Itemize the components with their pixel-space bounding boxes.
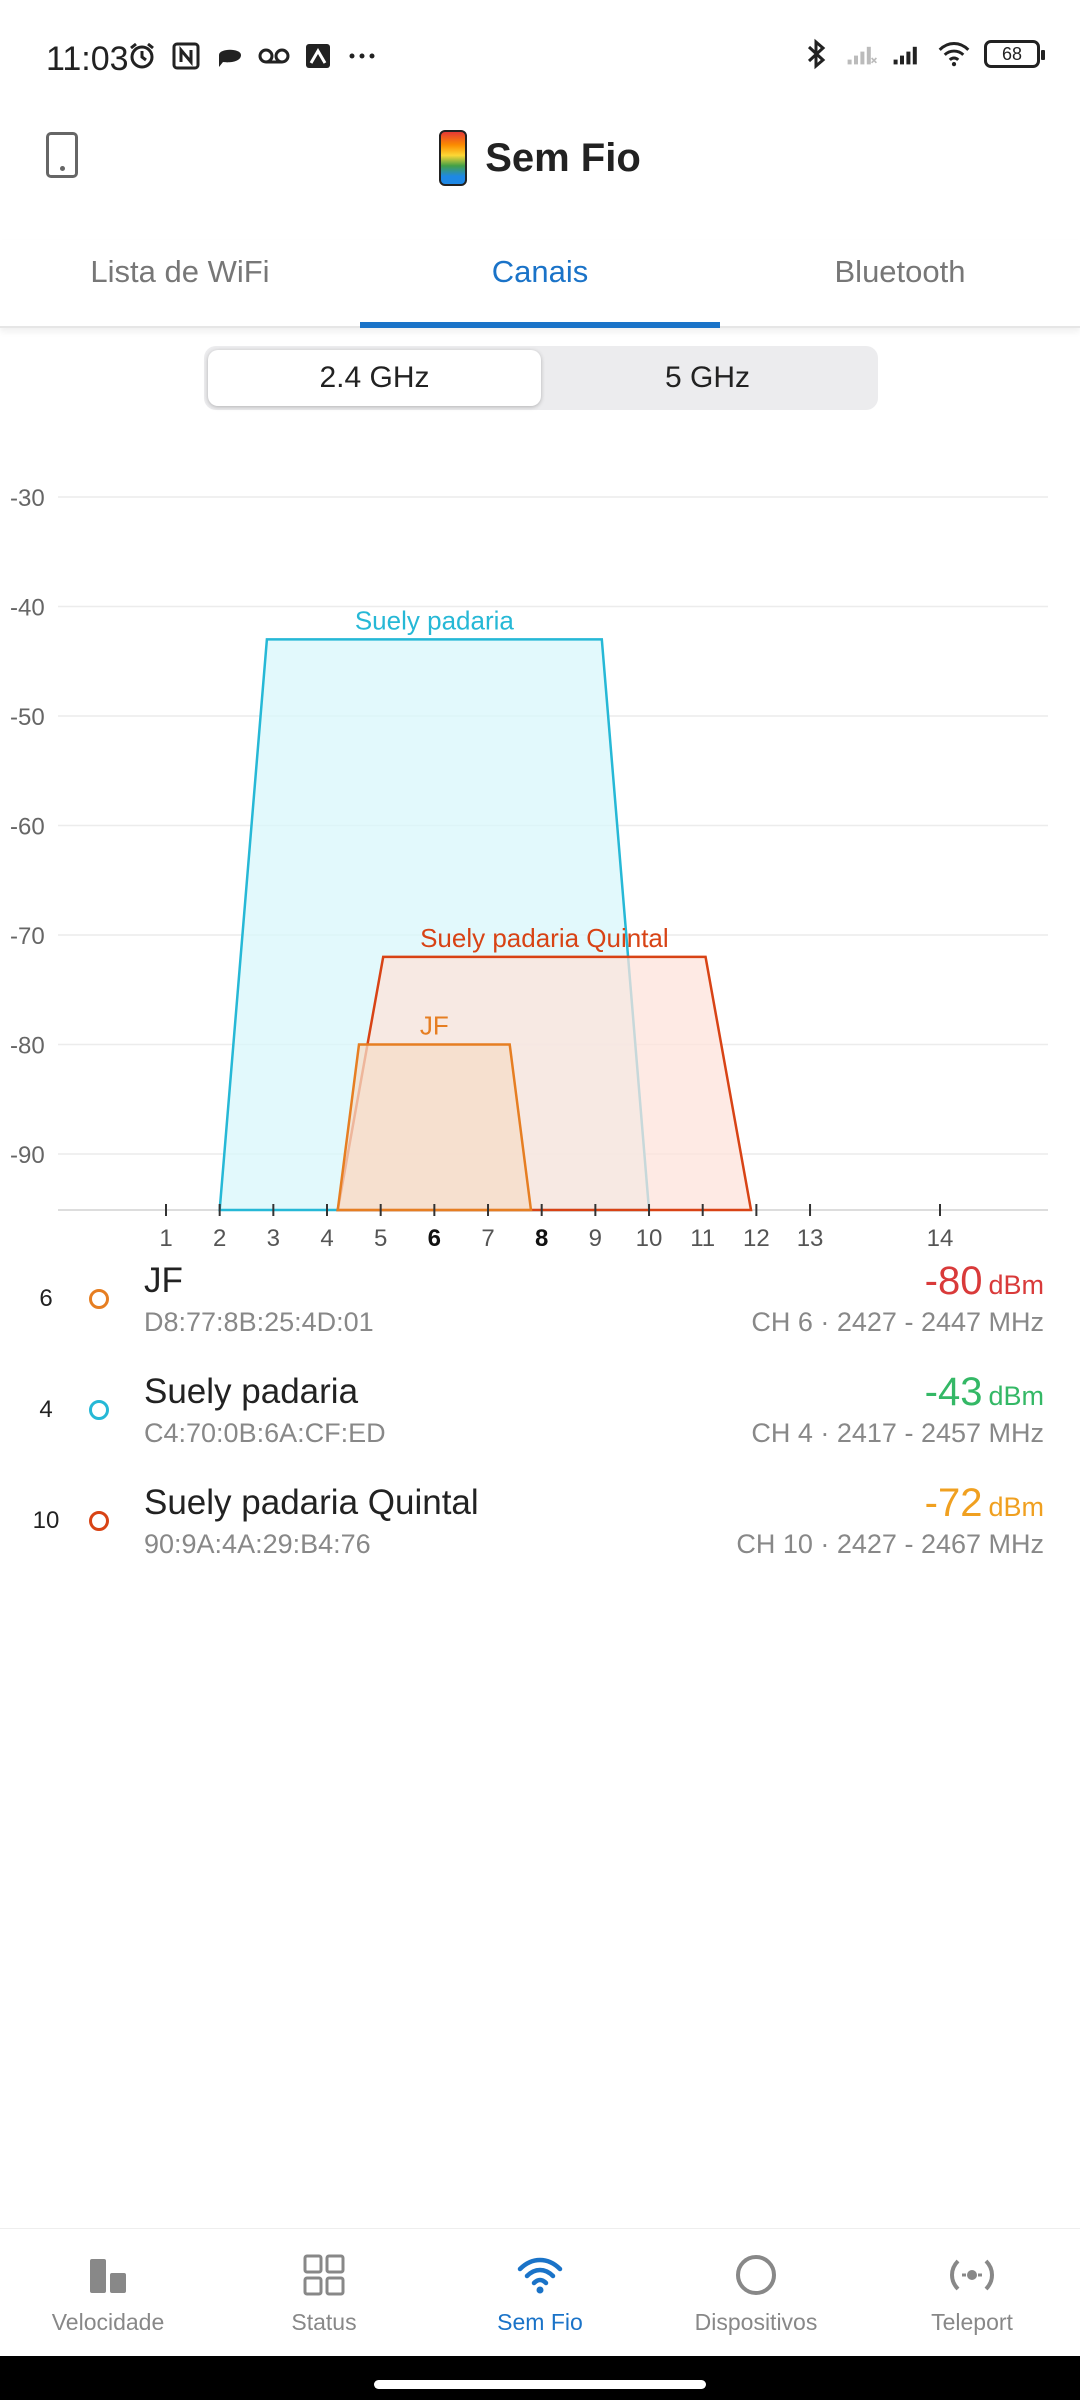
speed-chart-icon bbox=[90, 2259, 126, 2293]
band-5ghz-button[interactable]: 5 GHz bbox=[664, 361, 751, 394]
x-tick-label: 7 bbox=[481, 1225, 494, 1250]
nav-label: Velocidade bbox=[51, 2309, 165, 2335]
signal-full-icon bbox=[892, 38, 924, 70]
network-signal: -72 dBm bbox=[925, 1481, 1044, 1526]
nav-label: Teleport bbox=[931, 2309, 1013, 2335]
nav-teleport[interactable]: Teleport bbox=[864, 2229, 1080, 2356]
x-tick-label: 4 bbox=[320, 1225, 333, 1250]
status-bar: 11:03 68 bbox=[0, 0, 1080, 120]
teleport-icon bbox=[950, 2259, 994, 2291]
x-tick-label: 14 bbox=[927, 1225, 954, 1250]
signal-unit: dBm bbox=[988, 1270, 1044, 1300]
channel-chart: -30 -40 -50 -60 -70 -80 -90 Suely padaria Suely … bbox=[10, 485, 1048, 1250]
network-frequency: CH 10 · 2427 - 2467 MHz bbox=[736, 1529, 1044, 1559]
signal-unit: dBm bbox=[988, 1492, 1044, 1522]
network-name: Suely padaria bbox=[144, 1372, 359, 1411]
nav-label: Status bbox=[291, 2309, 357, 2335]
page-title: Sem Fio bbox=[485, 135, 641, 180]
series-label: Suely padaria bbox=[355, 605, 515, 635]
tab-channels[interactable]: Canais bbox=[360, 240, 720, 328]
x-tick-label: 13 bbox=[797, 1225, 824, 1250]
network-channel: 6 bbox=[39, 1285, 53, 1312]
bottom-navigation: Velocidade Status Sem Fio Dispositivos T… bbox=[0, 2228, 1080, 2356]
alarm-icon bbox=[126, 40, 158, 72]
bluetooth-icon bbox=[800, 38, 832, 70]
band-selector: 2.4 GHz 5 GHz bbox=[204, 346, 878, 410]
network-color-dot bbox=[89, 1289, 109, 1309]
network-color-dot bbox=[89, 1511, 109, 1531]
x-tick-label: 10 bbox=[636, 1225, 663, 1250]
tab-bluetooth[interactable]: Bluetooth bbox=[834, 254, 966, 289]
nfc-icon bbox=[170, 40, 202, 72]
network-frequency: CH 6 · 2427 - 2447 MHz bbox=[751, 1307, 1044, 1337]
signal-value: -43 bbox=[924, 1370, 983, 1414]
y-tick-label: -90 bbox=[10, 1142, 45, 1169]
x-tick-label: 12 bbox=[743, 1225, 770, 1250]
voicemail-icon bbox=[258, 40, 290, 72]
x-tick-label: 2 bbox=[213, 1225, 226, 1250]
y-tick-label: -80 bbox=[10, 1033, 45, 1060]
app-title-group: Sem Fio bbox=[0, 130, 1080, 186]
signal-unit: dBm bbox=[988, 1381, 1044, 1411]
signal-value: -72 bbox=[924, 1481, 983, 1525]
status-system-icons: 68 bbox=[800, 38, 1045, 70]
network-mac: 90:9A:4A:29:B4:76 bbox=[144, 1529, 371, 1559]
list-item[interactable]: 6 JF D8:77:8B:25:4D:01 -80 dBm CH 6 · 242… bbox=[0, 1255, 1080, 1366]
device-icon[interactable] bbox=[46, 132, 78, 178]
network-name: Suely padaria Quintal bbox=[144, 1483, 479, 1522]
list-item[interactable]: 4 Suely padaria C4:70:0B:6A:CF:ED -43 dBm… bbox=[0, 1366, 1080, 1477]
network-channel: 10 bbox=[32, 1507, 60, 1534]
nav-label: Sem Fio bbox=[497, 2309, 583, 2335]
nav-velocidade[interactable]: Velocidade bbox=[0, 2229, 216, 2356]
x-tick-label: 5 bbox=[374, 1225, 387, 1250]
network-color-dot bbox=[89, 1400, 109, 1420]
more-dots-icon bbox=[346, 40, 378, 72]
x-tick-label: 9 bbox=[589, 1225, 602, 1250]
nav-label: Dispositivos bbox=[694, 2309, 818, 2335]
series-label: JF bbox=[420, 1011, 449, 1041]
y-tick-label: -40 bbox=[10, 595, 45, 622]
grid-icon bbox=[303, 2254, 345, 2296]
y-tick-label: -70 bbox=[10, 923, 45, 950]
y-tick-label: -60 bbox=[10, 814, 45, 841]
band-2-4ghz-button[interactable]: 2.4 GHz bbox=[208, 350, 541, 406]
phone-logo-icon bbox=[439, 130, 468, 186]
network-name: JF bbox=[144, 1261, 183, 1300]
circle-icon bbox=[736, 2255, 776, 2295]
battery-indicator: 68 bbox=[984, 40, 1045, 68]
signal-value: -80 bbox=[924, 1259, 983, 1303]
home-indicator[interactable] bbox=[374, 2380, 706, 2389]
x-tick-label: 6 bbox=[428, 1225, 441, 1250]
network-mac: C4:70:0B:6A:CF:ED bbox=[144, 1418, 386, 1448]
list-item[interactable]: 10 Suely padaria Quintal 90:9A:4A:29:B4:… bbox=[0, 1477, 1080, 1588]
nav-sem-fio[interactable]: Sem Fio bbox=[432, 2229, 648, 2356]
network-signal: -80 dBm bbox=[925, 1259, 1044, 1304]
series-label: Suely padaria Quintal bbox=[420, 923, 669, 953]
status-notification-icons bbox=[126, 40, 378, 72]
nav-dispositivos[interactable]: Dispositivos bbox=[648, 2229, 864, 2356]
network-channel: 4 bbox=[39, 1396, 53, 1423]
network-signal: -43 dBm bbox=[925, 1370, 1044, 1415]
wifi-icon bbox=[938, 38, 970, 70]
wifi-icon bbox=[517, 2257, 563, 2294]
x-tick-label: 3 bbox=[267, 1225, 280, 1250]
nav-status[interactable]: Status bbox=[216, 2229, 432, 2356]
tab-bar: Lista de WiFi Canais Bluetooth bbox=[0, 240, 1080, 328]
y-tick-label: -50 bbox=[10, 704, 45, 731]
series-area bbox=[336, 1043, 533, 1212]
network-list: 6 JF D8:77:8B:25:4D:01 -80 dBm CH 6 · 242… bbox=[0, 1255, 1080, 1588]
x-tick-label: 8 bbox=[535, 1225, 548, 1250]
tab-wifi-list[interactable]: Lista de WiFi bbox=[90, 254, 270, 289]
gesture-bar bbox=[0, 2356, 1080, 2400]
x-tick-label: 1 bbox=[159, 1225, 172, 1250]
signal-weak-icon bbox=[846, 38, 878, 70]
status-time: 11:03 bbox=[46, 40, 129, 78]
app-icon bbox=[302, 40, 334, 72]
x-tick-label: 11 bbox=[690, 1225, 715, 1250]
y-tick-label: -30 bbox=[10, 485, 45, 512]
app-bar: Sem Fio bbox=[0, 120, 1080, 240]
network-mac: D8:77:8B:25:4D:01 bbox=[144, 1307, 374, 1337]
chat-icon bbox=[214, 40, 246, 72]
network-frequency: CH 4 · 2417 - 2457 MHz bbox=[751, 1418, 1044, 1448]
